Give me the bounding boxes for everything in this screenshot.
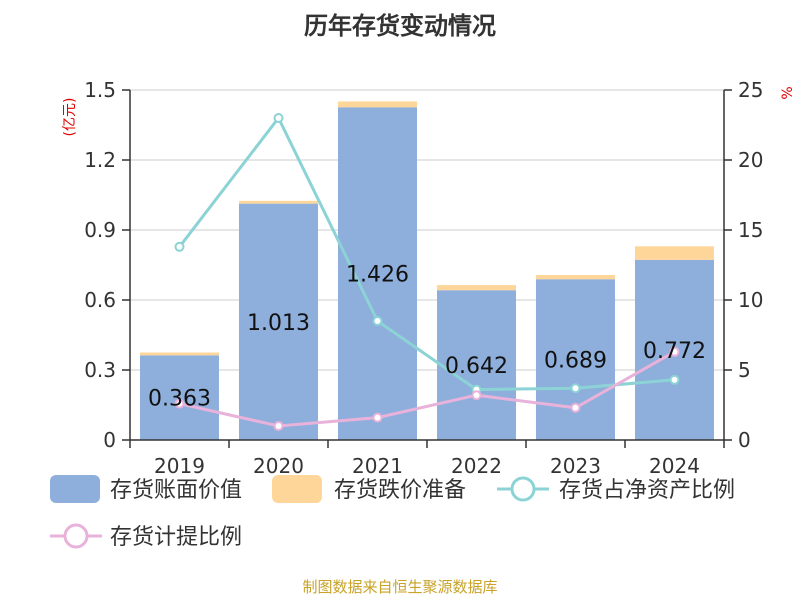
bar-value-label: 0.363 xyxy=(148,387,211,412)
bar-book-value xyxy=(536,279,615,440)
bar-impairment xyxy=(239,200,318,204)
chart-title: 历年存货变动情况 xyxy=(304,12,496,40)
grid-lines xyxy=(130,89,724,371)
bar-impairment xyxy=(536,275,615,280)
bar-book-value xyxy=(437,290,516,440)
point-inventory-to-net-assets xyxy=(174,241,185,252)
line-series xyxy=(174,113,680,431)
y-left-tick-label: 0.3 xyxy=(84,358,116,382)
point-provision-ratio xyxy=(273,421,284,431)
point-inventory-to-net-assets xyxy=(273,113,284,123)
bar-impairment xyxy=(338,101,417,108)
bar-series xyxy=(140,101,714,441)
point-provision-ratio xyxy=(372,412,383,423)
line-inventory-to-net-assets xyxy=(178,115,675,392)
legend-label-provision: 存货计提比例 xyxy=(110,525,242,550)
x-tick-label: 2022 xyxy=(451,454,502,478)
bar-value-label: 0.772 xyxy=(643,339,706,364)
legend-label-book-value: 存货账面价值 xyxy=(110,478,242,503)
x-tick-label: 2021 xyxy=(352,454,403,478)
x-tick-label: 2019 xyxy=(154,454,205,478)
bar-impairment xyxy=(437,285,516,291)
bar-value-label: 0.642 xyxy=(445,354,508,379)
point-provision-ratio xyxy=(174,398,185,409)
point-inventory-to-net-assets xyxy=(372,316,383,326)
y-right-unit: % xyxy=(780,86,796,99)
point-inventory-to-net-assets xyxy=(570,383,581,394)
point-provision-ratio xyxy=(669,346,680,357)
bar-book-value xyxy=(338,107,417,441)
legend-label-net-assets: 存货占净资产比例 xyxy=(559,478,735,503)
y-right-tick-label: 10 xyxy=(738,288,763,312)
bar-value-label: 0.689 xyxy=(544,349,607,374)
x-tick-label: 2024 xyxy=(649,454,700,478)
line-provision-ratio xyxy=(179,350,676,428)
y-left-tick-label: 1.5 xyxy=(84,78,116,102)
bar-value-label: 1.013 xyxy=(247,311,310,336)
y-right-tick-label: 15 xyxy=(738,218,763,242)
legend-label-impairment: 存货跌价准备 xyxy=(334,478,466,503)
y-left-unit: (亿元) xyxy=(62,98,78,137)
bar-book-value xyxy=(140,355,219,440)
point-inventory-to-net-assets xyxy=(669,374,680,385)
y-left-tick-label: 0.9 xyxy=(84,218,116,242)
x-tick-label: 2023 xyxy=(550,454,601,478)
y-right-tick-label: 25 xyxy=(738,78,763,102)
data-source-footer: 制图数据来自恒生聚源数据库 xyxy=(302,578,498,596)
y-right-tick-label: 5 xyxy=(738,358,751,382)
point-provision-ratio xyxy=(570,402,581,413)
point-provision-ratio xyxy=(471,390,482,401)
y-right-tick-label: 20 xyxy=(738,148,763,172)
legend-swatch-impairment xyxy=(272,475,322,503)
data-labels: 0.363 1.013 1.426 0.642 0.689 0.772 xyxy=(148,263,706,412)
y-right-tick-label: 0 xyxy=(738,428,751,452)
x-tick-label: 2020 xyxy=(253,454,304,478)
legend-swatch-book-value xyxy=(50,475,100,503)
axes: 0 0.3 0.6 0.9 1.2 1.5 0 5 10 15 20 25 2019 2020 2021 20… xyxy=(62,78,796,478)
legend-marker-net-assets xyxy=(510,476,536,502)
bar-value-label: 1.426 xyxy=(346,263,409,288)
bar-book-value xyxy=(239,203,318,440)
y-left-tick-label: 0.6 xyxy=(84,288,116,312)
bar-impairment xyxy=(140,352,219,356)
bar-impairment xyxy=(635,246,714,260)
y-left-tick-label: 1.2 xyxy=(84,148,116,172)
y-left-tick-label: 0 xyxy=(103,428,116,452)
legend-marker-provision xyxy=(63,523,89,549)
